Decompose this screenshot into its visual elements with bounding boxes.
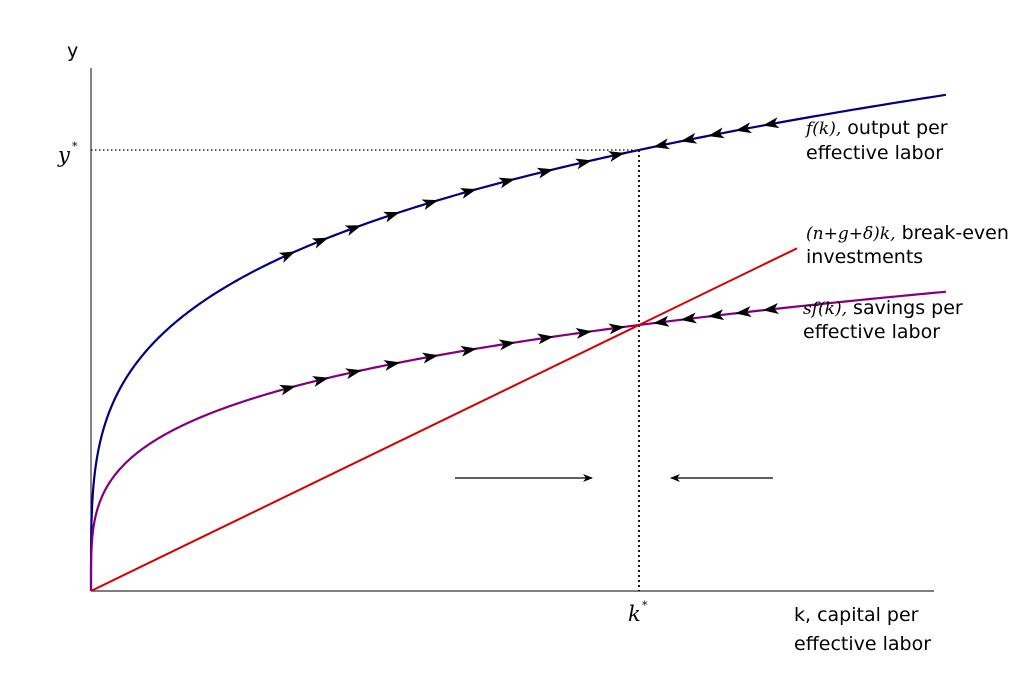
output-curve-arrow-right-6 xyxy=(498,177,516,189)
output-curve-arrow-right-9 xyxy=(608,151,625,162)
savings-curve-arrow-left-4 xyxy=(762,303,780,314)
k-star-label: k xyxy=(628,602,641,626)
break-even-label-line1: (n+g+δ)k, break-even xyxy=(806,222,1009,244)
output-curve-arrow-left-3 xyxy=(735,122,752,134)
output-curve-math: f(k), xyxy=(804,119,841,139)
savings-curve-arrow-right-3 xyxy=(383,360,401,371)
savings-curve-arrow-right-6 xyxy=(498,339,516,351)
output-curve-arrow-right-5 xyxy=(459,188,477,199)
y-axis-label: y xyxy=(67,40,78,62)
savings-curve-arrow-left-1 xyxy=(680,312,697,324)
k-star-superscript: * xyxy=(642,599,648,612)
savings-curve-label-line2: effective labor xyxy=(803,321,940,343)
output-curve-arrow-left-1 xyxy=(680,132,698,144)
output-curve-arrow-right-0 xyxy=(278,251,296,263)
savings-curve-math: sf(k), xyxy=(803,299,847,319)
output-curve-arrow-right-1 xyxy=(311,237,329,249)
x-axis-label-line1: k, capital per xyxy=(794,604,919,626)
output-curve-arrow-left-2 xyxy=(707,127,725,139)
savings-curve-arrow-left-0 xyxy=(652,315,670,327)
output-curve-arrow-right-4 xyxy=(421,199,439,211)
output-curve-arrow-left-4 xyxy=(762,117,780,129)
output-curve-arrow-right-7 xyxy=(536,167,554,179)
savings-curve-arrow-left-2 xyxy=(707,309,725,321)
output-curve-arrow-left-0 xyxy=(653,138,670,150)
x-axis-label-line2: effective labor xyxy=(794,633,931,655)
output-curve-arrow-right-3 xyxy=(383,211,400,223)
savings-curve-text: savings per xyxy=(847,297,963,319)
output-curve-arrow-right-2 xyxy=(344,225,362,236)
savings-curve-arrow-left-3 xyxy=(735,306,752,318)
output-curve-text: output per xyxy=(841,117,947,139)
savings-curve-arrow-right-0 xyxy=(279,384,297,396)
y-star-label: y xyxy=(57,143,71,167)
output-curve-label-line1: f(k), output per xyxy=(804,117,948,139)
savings-curve-arrow-right-2 xyxy=(345,368,362,380)
output-curve-label-line2: effective labor xyxy=(806,142,943,164)
savings-curve-arrow-right-4 xyxy=(421,352,439,364)
output-curve-arrow-right-8 xyxy=(575,158,592,170)
savings-curve-arrow-right-9 xyxy=(608,323,626,335)
output-curve-arrows xyxy=(278,117,780,263)
savings-curve-arrows xyxy=(279,303,780,396)
break-even-line xyxy=(90,247,798,592)
savings-curve-arrow-right-8 xyxy=(575,327,593,339)
y-star-superscript: * xyxy=(72,140,78,153)
savings-curve-label-line1: sf(k), savings per xyxy=(803,297,963,319)
savings-curve-arrow-right-7 xyxy=(537,333,554,345)
break-even-text: break-even xyxy=(896,222,1009,244)
break-even-math: (n+g+δ)k, xyxy=(806,224,896,244)
break-even-label-line2: investments xyxy=(806,246,923,268)
savings-curve-arrow-right-1 xyxy=(312,376,329,387)
savings-curve-arrow-right-5 xyxy=(460,345,478,357)
